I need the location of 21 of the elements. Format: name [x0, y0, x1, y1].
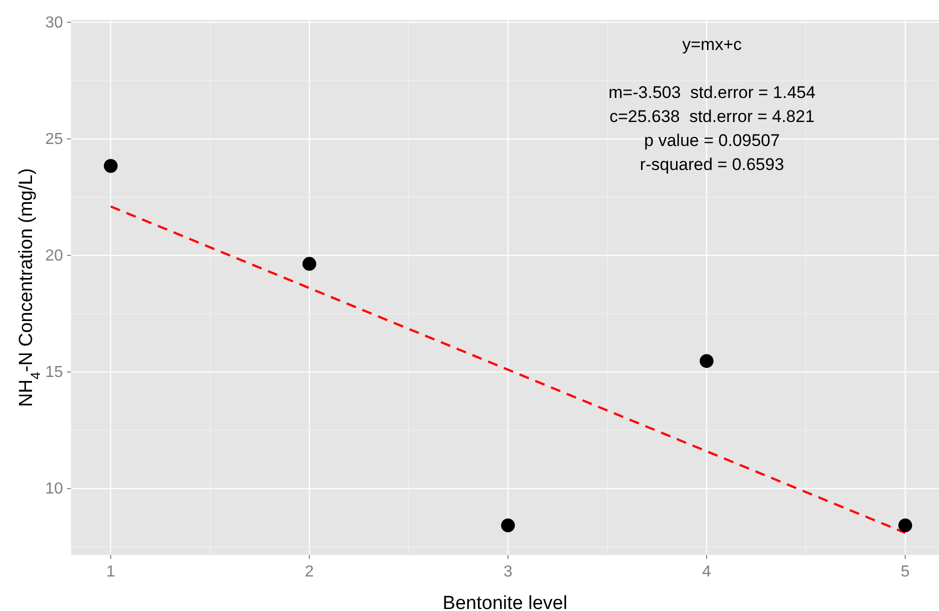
y-tick-label: 25 [45, 131, 64, 148]
x-tick-label: 1 [106, 563, 116, 580]
x-axis-title: Bentonite level [442, 593, 568, 611]
annotation: p value = 0.09507 [644, 131, 780, 150]
annotation: c=25.638 std.error = 4.821 [609, 107, 815, 126]
point [501, 518, 515, 532]
y-tick-label: 10 [45, 480, 64, 498]
x-tick-label: 4 [702, 563, 712, 580]
y-tick-label: 20 [45, 248, 64, 265]
point [104, 159, 118, 173]
point [700, 354, 714, 368]
x-tick-label: 2 [304, 563, 314, 580]
annotation: r-squared = 0.6593 [640, 155, 784, 174]
annotation: m=-3.503 std.error = 1.454 [608, 83, 816, 102]
x-tick-label: 5 [900, 563, 910, 580]
annotation: y=mx+c [682, 35, 742, 54]
y-tick-label: 30 [45, 14, 64, 32]
y-tick-label: 15 [45, 364, 64, 382]
x-tick-label: 3 [504, 563, 513, 580]
point [898, 518, 912, 532]
point [302, 256, 316, 271]
